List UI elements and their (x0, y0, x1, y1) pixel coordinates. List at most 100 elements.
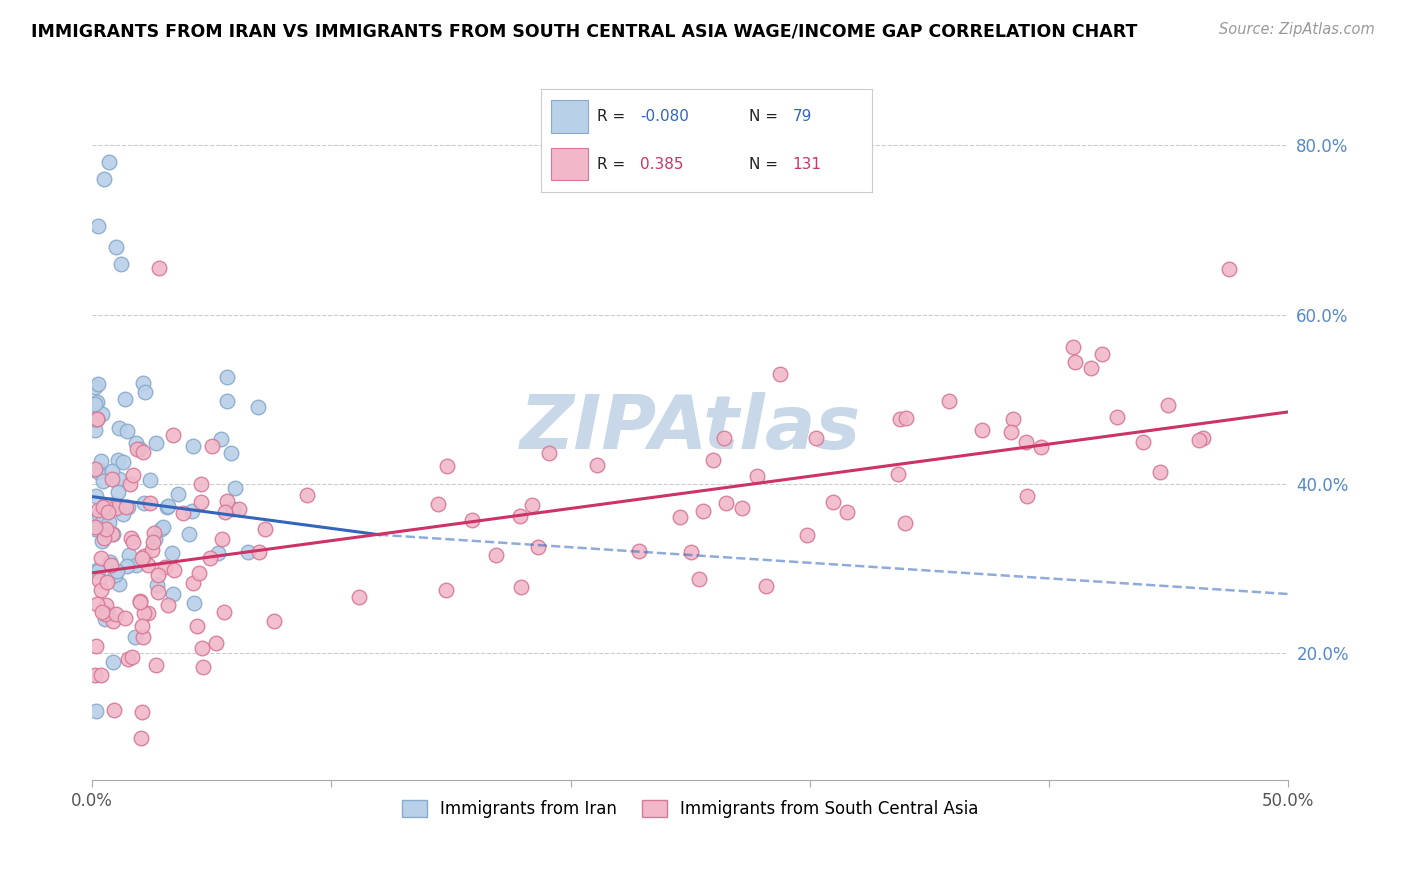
Point (714, 496, 737, 510)
Point (228, 502, 250, 516)
Point (509, 509, 531, 524)
Text: N =: N = (749, 157, 783, 171)
Point (101, 472, 124, 486)
Point (1188, 433, 1211, 447)
Point (97, 606, 120, 620)
Point (87, 502, 110, 516)
Text: -0.080: -0.080 (641, 110, 689, 124)
Point (461, 513, 484, 527)
Point (1149, 465, 1171, 479)
Point (83, 522, 105, 536)
Point (103, 497, 125, 511)
Point (146, 584, 169, 599)
Point (131, 550, 153, 565)
Point (107, 484, 129, 499)
Point (190, 640, 212, 655)
Point (1080, 361, 1102, 376)
Bar (551, 148, 588, 180)
Point (347, 590, 370, 604)
Point (97, 155, 120, 169)
Point (125, 558, 148, 572)
Point (145, 436, 167, 450)
Point (219, 446, 242, 460)
Point (94, 607, 117, 622)
Point (148, 260, 170, 275)
Point (211, 532, 233, 546)
Point (586, 458, 609, 473)
Text: ZIPAtlas: ZIPAtlas (520, 392, 860, 466)
Point (128, 442, 150, 456)
Point (114, 500, 136, 515)
Point (91, 533, 114, 548)
Point (91, 523, 114, 537)
Point (110, 257, 132, 271)
Point (128, 595, 150, 609)
Text: R =: R = (598, 157, 636, 171)
Point (209, 433, 232, 447)
Point (87, 377, 110, 392)
Point (1000, 425, 1022, 439)
Point (217, 494, 239, 508)
Point (101, 465, 124, 479)
Point (86, 562, 108, 576)
Point (181, 439, 204, 453)
Point (970, 423, 993, 437)
Point (183, 596, 205, 610)
Point (132, 444, 155, 458)
Point (485, 548, 508, 562)
Point (87, 463, 110, 477)
Point (713, 431, 735, 445)
Point (247, 545, 270, 559)
Text: IMMIGRANTS FROM IRAN VS IMMIGRANTS FROM SOUTH CENTRAL ASIA WAGE/INCOME GAP CORRE: IMMIGRANTS FROM IRAN VS IMMIGRANTS FROM … (31, 22, 1137, 40)
Point (214, 505, 236, 519)
Point (527, 540, 550, 554)
Point (222, 502, 245, 516)
Point (107, 452, 129, 467)
Point (103, 655, 125, 669)
Point (87, 219, 110, 233)
Point (104, 568, 127, 582)
Point (131, 619, 153, 633)
Point (90, 454, 112, 468)
Point (86, 465, 108, 479)
Point (436, 458, 458, 473)
Point (224, 481, 246, 495)
Point (141, 543, 163, 558)
Point (246, 401, 269, 415)
Point (253, 522, 276, 536)
Point (806, 431, 828, 445)
Point (83, 520, 105, 534)
Point (212, 605, 235, 619)
Text: Source: ZipAtlas.com: Source: ZipAtlas.com (1219, 22, 1375, 37)
Point (105, 564, 128, 578)
Point (122, 468, 145, 483)
Point (537, 446, 560, 460)
Point (1105, 410, 1128, 425)
Point (139, 474, 162, 488)
Point (181, 504, 204, 518)
Point (145, 658, 167, 673)
Point (166, 487, 188, 501)
Point (238, 545, 260, 559)
Point (94, 498, 117, 512)
Point (132, 376, 155, 391)
Point (131, 705, 153, 719)
Point (215, 394, 238, 409)
Point (160, 546, 183, 560)
Point (115, 558, 138, 573)
Point (150, 522, 173, 536)
Point (121, 649, 143, 664)
Point (91, 474, 114, 488)
Point (101, 526, 124, 541)
Point (87, 565, 110, 579)
Point (142, 535, 165, 549)
Point (96, 574, 118, 589)
Point (205, 635, 228, 649)
Point (1002, 412, 1025, 426)
Point (146, 578, 169, 592)
Point (162, 427, 184, 442)
Point (628, 544, 651, 558)
Point (117, 500, 139, 515)
Point (114, 392, 136, 406)
Point (215, 370, 238, 384)
